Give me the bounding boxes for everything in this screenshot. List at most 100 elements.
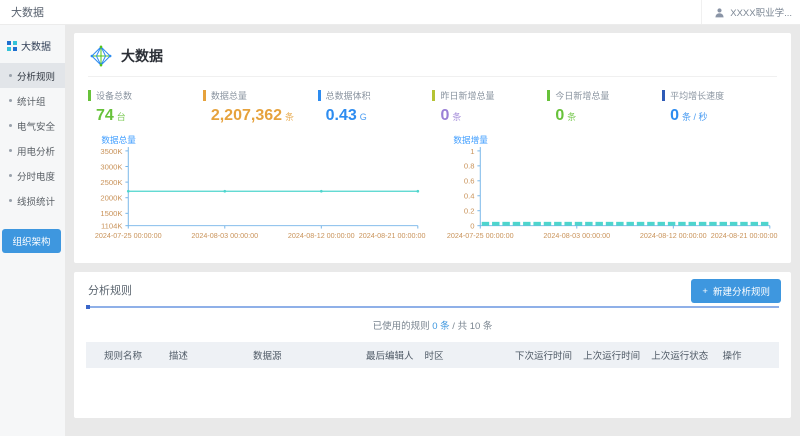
overview-card: 大数据 设备总数 74 台数据总量 2,207,362 条总数据体积 0.43 G 昨日新增总… bbox=[74, 33, 791, 263]
stat-card: 昨日新增总量 0 条 bbox=[432, 89, 547, 125]
svg-text:2024-08-12 00:00:00: 2024-08-12 00:00:00 bbox=[639, 231, 706, 240]
rules-panel-title: 分析规则 bbox=[88, 285, 132, 297]
stat-card: 设备总数 74 台 bbox=[88, 89, 203, 125]
stat-card: 今日新增总量 0 条 bbox=[547, 89, 662, 125]
rules-quota-progress-bar bbox=[86, 305, 779, 309]
org-structure-button[interactable]: 组织架构 bbox=[2, 229, 61, 253]
analysis-rules-panel: 分析规则 + 新建分析规则 已使用的规则 0 条 / 共 10 条 规则名称 描述… bbox=[74, 272, 791, 418]
svg-text:2000K: 2000K bbox=[100, 194, 123, 203]
svg-text:2024-08-21 00:00:00: 2024-08-21 00:00:00 bbox=[710, 231, 777, 240]
new-rule-button-label: 新建分析规则 bbox=[712, 287, 770, 298]
bullet-icon bbox=[9, 174, 12, 177]
sidebar-item-electrical-safety[interactable]: 电气安全 bbox=[0, 113, 65, 138]
sidebar-item-label: 分析规则 bbox=[17, 71, 56, 83]
svg-text:2024-07-25 00:00:00: 2024-07-25 00:00:00 bbox=[446, 231, 513, 240]
sidebar-item-analysis-rules[interactable]: 分析规则 bbox=[0, 63, 65, 88]
stat-label: 平均增长速度 bbox=[670, 91, 725, 101]
svg-text:数据增量: 数据增量 bbox=[453, 134, 488, 145]
sidebar-item-label: 统计组 bbox=[17, 96, 46, 108]
svg-text:数据总量: 数据总量 bbox=[101, 134, 136, 145]
sidebar-item-statistics-group[interactable]: 统计组 bbox=[0, 88, 65, 113]
rules-usage: 已使用的规则 0 条 / 共 10 条 bbox=[74, 318, 791, 332]
svg-text:3500K: 3500K bbox=[100, 147, 123, 156]
svg-text:0.8: 0.8 bbox=[463, 162, 474, 171]
svg-text:0: 0 bbox=[470, 222, 474, 231]
stat-value: 0.43 G bbox=[325, 107, 367, 124]
sidebar-item-label: 用电分析 bbox=[17, 146, 56, 158]
rules-usage-used: 0 条 bbox=[432, 321, 450, 332]
sidebar-item-line-loss-stats[interactable]: 线损统计 bbox=[0, 188, 65, 213]
data-increment-chart: 数据增量 1 0.8 0.6 0.4 0.2 0 2024-07-25 00:00:00 202… bbox=[440, 133, 777, 257]
rules-usage-prefix: 已使用的规则 bbox=[372, 321, 433, 332]
svg-text:2024-08-12 00:00:00: 2024-08-12 00:00:00 bbox=[288, 231, 355, 240]
table-header-cell: 规则名称 bbox=[104, 351, 143, 362]
svg-text:3000K: 3000K bbox=[100, 162, 123, 171]
bullet-icon bbox=[9, 199, 12, 202]
svg-text:1500K: 1500K bbox=[100, 209, 123, 218]
svg-text:2024-08-21 00:00:00: 2024-08-21 00:00:00 bbox=[359, 231, 426, 240]
user-menu[interactable]: XXXX职业学... bbox=[701, 0, 792, 24]
sidebar-item-label: 分时电度 bbox=[17, 171, 56, 183]
sidebar-item-power-usage-analysis[interactable]: 用电分析 bbox=[0, 138, 65, 163]
rules-table-header-row: 规则名称 描述 数据源 最后编辑人 时区 下次运行时间 上次运行时间 上次运行状态 操作 bbox=[86, 342, 779, 368]
table-header-cell: 描述 bbox=[168, 351, 188, 362]
charts-row: 数据总量 3500K 3000K 2500K 2000K 1500K 1104K 2024-0… bbox=[88, 133, 777, 257]
svg-text:2024-08-03 00:00:00: 2024-08-03 00:00:00 bbox=[191, 231, 258, 240]
bullet-icon bbox=[9, 74, 12, 77]
stat-label: 设备总数 bbox=[96, 91, 133, 101]
plus-icon: + bbox=[702, 285, 708, 297]
stat-color-bar bbox=[662, 90, 666, 101]
table-header-cell: 上次运行时间 bbox=[583, 351, 641, 362]
new-rule-button[interactable]: + 新建分析规则 bbox=[691, 279, 781, 303]
stat-color-bar bbox=[432, 90, 436, 101]
stat-color-bar bbox=[317, 90, 321, 101]
overview-title-row: 大数据 bbox=[88, 43, 777, 77]
table-header-cell: 下次运行时间 bbox=[515, 351, 573, 362]
svg-text:0.2: 0.2 bbox=[463, 207, 474, 216]
top-header: 大数据 XXXX职业学... bbox=[0, 0, 800, 25]
stat-card: 平均增长速度 0 条 / 秒 bbox=[662, 89, 777, 125]
network-icon bbox=[90, 45, 112, 67]
page-title: 大数据 bbox=[121, 48, 163, 64]
sidebar-item-label: 线损统计 bbox=[17, 196, 56, 208]
bullet-icon bbox=[9, 99, 12, 102]
stat-color-bar bbox=[88, 90, 91, 101]
sidebar-item-tou-energy[interactable]: 分时电度 bbox=[0, 163, 65, 188]
sidebar-section-bigdata[interactable]: 大数据 bbox=[0, 25, 65, 63]
stat-label: 数据总量 bbox=[210, 91, 247, 101]
rules-usage-total: / 共 10 条 bbox=[449, 321, 493, 332]
svg-text:2024-08-03 00:00:00: 2024-08-03 00:00:00 bbox=[543, 231, 610, 240]
app-title: 大数据 bbox=[11, 7, 44, 19]
grid-icon bbox=[7, 40, 17, 51]
stat-color-bar bbox=[202, 90, 206, 101]
stat-value: 74 台 bbox=[96, 107, 126, 124]
table-header-cell: 最后编辑人 bbox=[365, 351, 414, 362]
stat-card: 总数据体积 0.43 G bbox=[317, 89, 433, 125]
sidebar-item-label: 电气安全 bbox=[17, 121, 56, 133]
table-header-cell: 上次运行状态 bbox=[651, 351, 709, 362]
table-header-cell: 操作 bbox=[722, 351, 742, 362]
stat-label: 总数据体积 bbox=[325, 91, 371, 101]
stat-value: 2,207,362 条 bbox=[210, 107, 295, 124]
user-name: XXXX职业学... bbox=[730, 8, 792, 19]
svg-text:1104K: 1104K bbox=[101, 222, 123, 231]
table-header-cell: 时区 bbox=[424, 351, 444, 362]
svg-text:0.4: 0.4 bbox=[463, 192, 474, 201]
table-header-cell: 数据源 bbox=[253, 351, 282, 362]
bullet-icon bbox=[9, 124, 12, 127]
main-content: 大数据 设备总数 74 台数据总量 2,207,362 条总数据体积 0.43 G 昨日新增总… bbox=[65, 25, 800, 436]
stat-label: 今日新增总量 bbox=[555, 91, 610, 101]
svg-text:0.6: 0.6 bbox=[463, 177, 474, 186]
svg-text:2024-07-25 00:00:00: 2024-07-25 00:00:00 bbox=[95, 231, 162, 240]
stat-color-bar bbox=[547, 90, 551, 101]
svg-text:1: 1 bbox=[470, 147, 474, 156]
sidebar: 大数据 分析规则统计组电气安全用电分析分时电度线损统计 组织架构 bbox=[0, 25, 65, 436]
total-data-chart: 数据总量 3500K 3000K 2500K 2000K 1500K 1104K 2024-0… bbox=[88, 133, 426, 257]
svg-text:2500K: 2500K bbox=[100, 178, 123, 187]
sidebar-menu: 分析规则统计组电气安全用电分析分时电度线损统计 bbox=[0, 63, 65, 213]
user-avatar-icon bbox=[715, 7, 724, 17]
sidebar-section-label: 大数据 bbox=[21, 42, 51, 53]
